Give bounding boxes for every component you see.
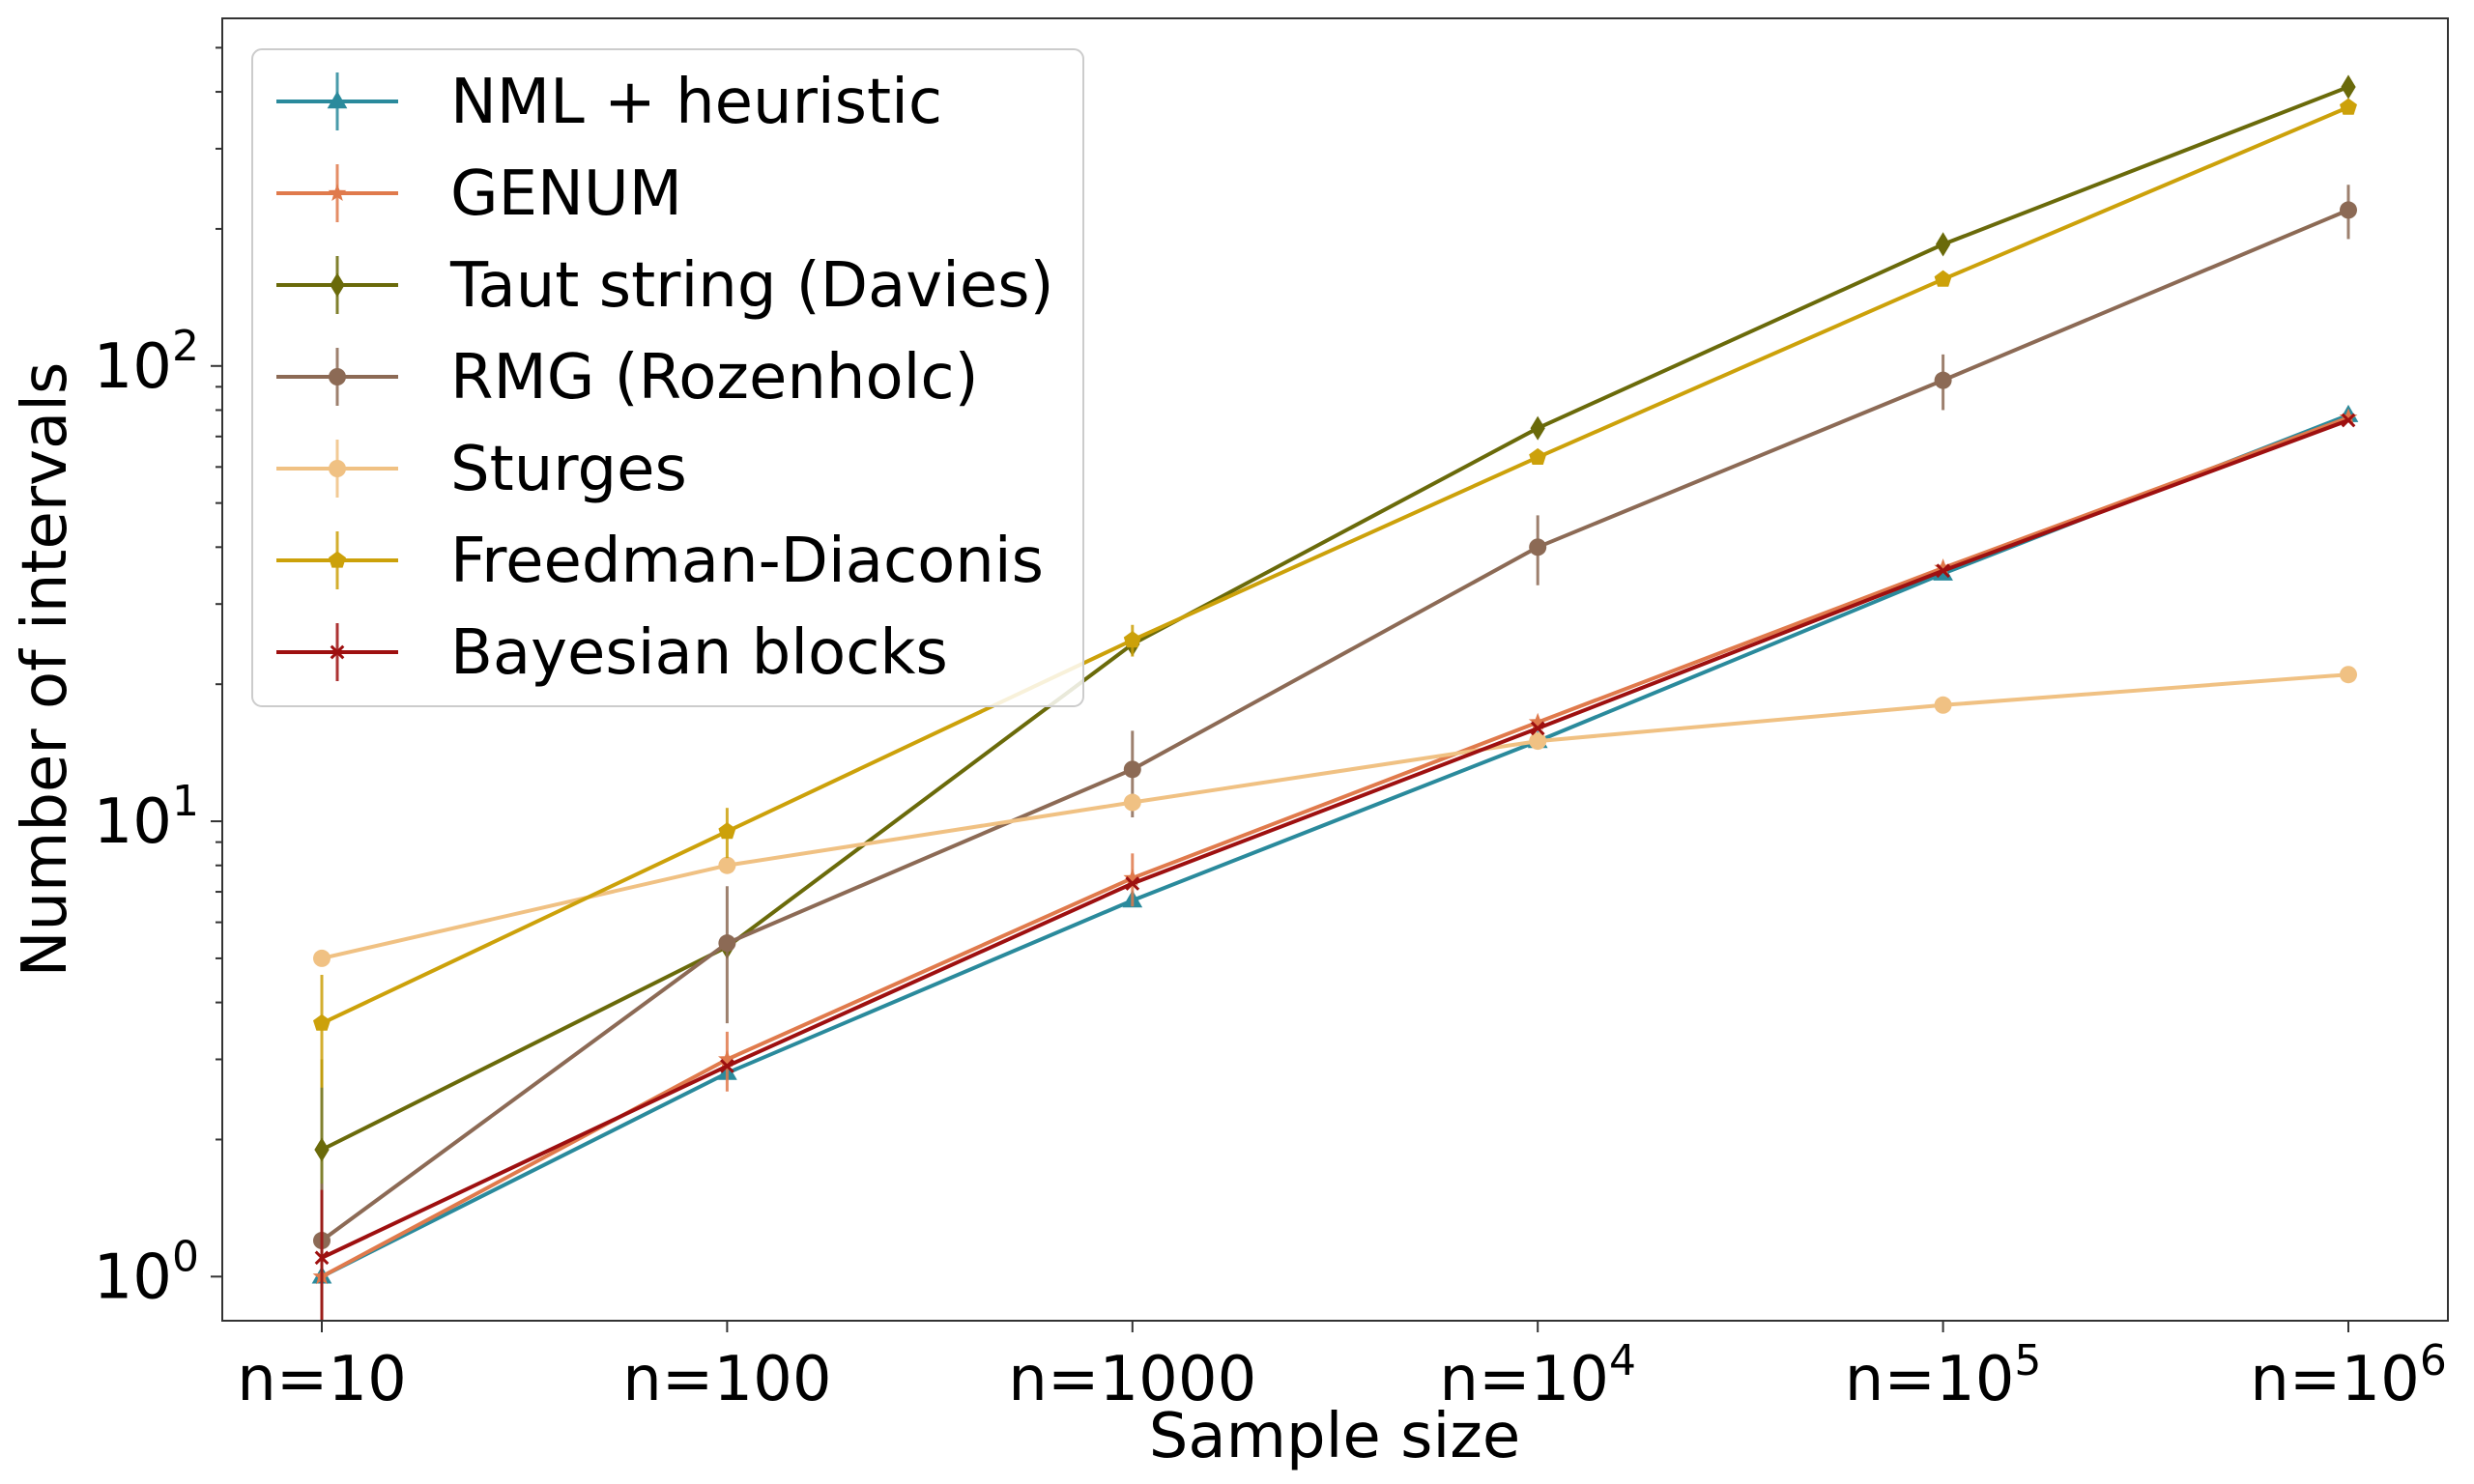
axis-ticks: n=10 n=100 n=1000 n=104 n=105 n=106 100 101 102 (94, 46, 2447, 1415)
legend-marker (329, 368, 346, 385)
data-point-rmg-rozenholc (1934, 371, 1952, 389)
data-point-bayesian-blocks (1936, 563, 1950, 579)
series-rmg-rozenholc (313, 185, 2357, 1321)
x-tick-label: n=105 (1845, 1336, 2042, 1415)
data-point-genum (2339, 408, 2358, 426)
legend-marker (330, 644, 345, 660)
data-point-taut-string-davies (1935, 232, 1951, 257)
legend-label: Taut string (Davies) (449, 250, 1054, 322)
series-bayesian-blocks (314, 413, 2356, 1321)
y-tick-label: 101 (94, 777, 199, 858)
data-point-sturges (313, 949, 331, 967)
data-point-sturges (718, 856, 736, 874)
legend-marker (329, 460, 346, 477)
series-line-taut-string-davies (321, 85, 2349, 1152)
data-point-bayesian-blocks (1125, 876, 1140, 891)
legend-label: Sturges (450, 434, 687, 505)
legend-marker (327, 91, 348, 109)
legend-label: RMG (Rozenholc) (450, 342, 979, 414)
series-line-sturges (321, 672, 2349, 960)
x-tick-label: n=106 (2250, 1336, 2447, 1415)
data-point-freedman-diaconis (718, 822, 736, 840)
data-point-genum (1934, 558, 1952, 576)
legend-box (251, 48, 1084, 707)
data-point-sturges (1934, 696, 1952, 714)
data-point-taut-string-davies (1530, 415, 1545, 441)
legend-marker (329, 551, 346, 568)
plot-area (311, 74, 2359, 1321)
series-line-rmg-rozenholc (320, 208, 2349, 1242)
x-tick-label: n=104 (1439, 1336, 1636, 1415)
x-tick-label: n=1000 (1008, 1344, 1256, 1415)
legend-item-bayesian-blocks: Bayesian blocks (276, 617, 948, 689)
legend-marker (330, 272, 345, 298)
legend-label: Freedman-Diaconis (450, 526, 1044, 597)
data-point-taut-string-davies (2341, 74, 2356, 100)
data-point-freedman-diaconis (1934, 270, 1952, 287)
data-point-rmg-rozenholc (1529, 538, 1547, 556)
series-freedman-diaconis (313, 98, 2357, 1088)
data-point-sturges (1529, 732, 1547, 751)
data-point-sturges (2340, 666, 2357, 684)
legend-item-rmg-rozenholc: RMG (Rozenholc) (276, 342, 979, 414)
legend-label: NML + heuristic (450, 67, 942, 138)
legend-label: GENUM (450, 158, 682, 230)
data-point-genum (718, 1049, 736, 1068)
data-point-rmg-rozenholc (1123, 760, 1141, 779)
data-point-bayesian-blocks (2341, 413, 2356, 428)
series-line-bayesian-blocks (321, 418, 2349, 1260)
x-tick-label: n=100 (622, 1344, 831, 1415)
data-point-sturges (1123, 793, 1141, 812)
data-point-freedman-diaconis (2340, 98, 2357, 115)
legend-item-freedman-diaconis: Freedman-Diaconis (276, 526, 1044, 597)
legend-item-sturges: Sturges (276, 434, 687, 505)
legend-item-nml-heuristic: NML + heuristic (276, 67, 942, 138)
series-line-freedman-diaconis (321, 105, 2349, 1026)
legend-item-taut-string-davies: Taut string (Davies) (276, 250, 1054, 322)
legend-marker (328, 184, 347, 201)
legend: NML + heuristic GENUM Taut string (Davies)… (251, 48, 1084, 707)
x-tick-label: n=10 (237, 1344, 407, 1415)
x-axis-title: Sample size (1149, 1401, 1520, 1472)
data-point-genum (1123, 869, 1142, 886)
data-point-freedman-diaconis (313, 1013, 331, 1031)
series-sturges (313, 666, 2357, 967)
y-tick-label: 100 (94, 1232, 199, 1313)
series-line-genum (321, 415, 2349, 1279)
legend-item-genum: GENUM (276, 158, 682, 230)
data-point-bayesian-blocks (314, 1250, 330, 1266)
legend-label: Bayesian blocks (450, 617, 948, 689)
y-tick-label: 102 (94, 322, 199, 403)
plot-frame (221, 17, 2449, 1322)
data-point-bayesian-blocks (1530, 721, 1545, 736)
data-point-freedman-diaconis (1529, 447, 1547, 465)
data-point-genum (1528, 712, 1547, 730)
data-point-taut-string-davies (314, 1137, 330, 1162)
data-point-freedman-diaconis (1123, 631, 1141, 648)
data-point-rmg-rozenholc (718, 934, 736, 953)
y-axis-title: Number of intervals (10, 362, 81, 978)
data-point-rmg-rozenholc (2340, 201, 2357, 219)
data-point-bayesian-blocks (720, 1059, 734, 1073)
